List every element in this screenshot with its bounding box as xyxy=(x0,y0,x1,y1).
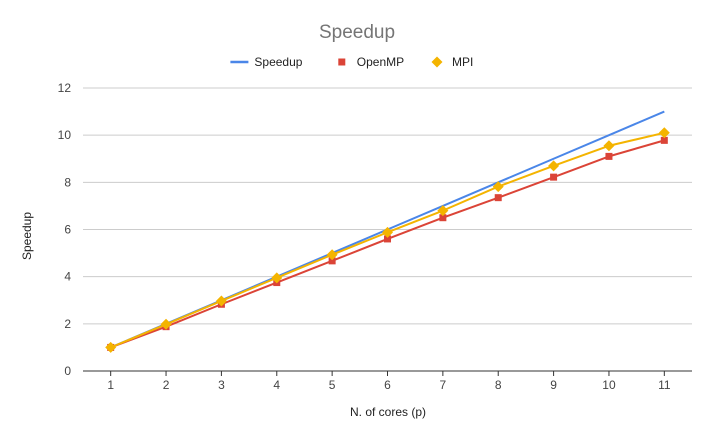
x-tick-label: 2 xyxy=(163,378,170,392)
y-tick-label: 4 xyxy=(64,270,71,284)
series-line-openmp xyxy=(110,139,665,349)
data-point-mpi xyxy=(548,160,560,172)
x-tick-label: 4 xyxy=(273,378,280,392)
data-point-mpi xyxy=(437,205,449,217)
data-point-openmp xyxy=(494,194,502,202)
x-tick-label: 8 xyxy=(495,378,502,392)
legend-label: OpenMP xyxy=(357,55,404,69)
data-point-openmp xyxy=(328,257,336,265)
legend-item-mpi: MPI xyxy=(431,55,473,69)
series-layer xyxy=(105,110,670,353)
data-point-mpi xyxy=(492,181,504,193)
y-axis-label: Speedup xyxy=(20,212,34,260)
x-tick-label: 3 xyxy=(218,378,225,392)
x-tick-label: 10 xyxy=(602,378,616,392)
legend-swatch xyxy=(431,56,443,68)
y-tick-label: 0 xyxy=(64,364,71,378)
data-point-mpi xyxy=(603,140,615,152)
x-tick-label: 9 xyxy=(550,378,557,392)
x-tick-label: 6 xyxy=(384,378,391,392)
y-tick-label: 8 xyxy=(64,175,71,189)
data-point-openmp xyxy=(384,235,391,243)
y-tick-label: 10 xyxy=(58,128,72,142)
data-point-mpi xyxy=(271,272,283,284)
chart-title: Speedup xyxy=(319,22,395,43)
data-point-mpi xyxy=(215,295,227,307)
y-tick-label: 6 xyxy=(64,223,71,237)
data-point-mpi xyxy=(382,226,393,238)
x-tick-label: 1 xyxy=(107,378,114,392)
y-tick-label: 12 xyxy=(58,81,72,95)
data-point-openmp xyxy=(439,214,447,222)
legend-label: MPI xyxy=(452,55,473,69)
data-point-openmp xyxy=(550,173,558,181)
legend-label: Speedup xyxy=(254,55,302,69)
series-mpi xyxy=(105,127,670,353)
x-tick-label: 7 xyxy=(440,378,447,392)
y-tick-label: 2 xyxy=(64,317,71,331)
series-openmp xyxy=(107,136,668,351)
data-point-mpi xyxy=(105,341,117,353)
legend-item-speedup: Speedup xyxy=(230,55,303,69)
data-point-mpi xyxy=(326,249,338,261)
data-point-openmp xyxy=(660,136,668,144)
data-point-mpi xyxy=(160,318,172,330)
legend: Speedup OpenMP MPI xyxy=(230,55,473,69)
x-axis-label: N. of cores (p) xyxy=(350,405,426,419)
legend-item-openmp: OpenMP xyxy=(338,55,404,69)
legend-swatch xyxy=(338,58,346,66)
x-tick-label: 5 xyxy=(329,378,336,392)
data-point-mpi xyxy=(658,127,670,139)
x-tick-label: 11 xyxy=(658,378,671,392)
data-point-openmp xyxy=(605,152,613,160)
